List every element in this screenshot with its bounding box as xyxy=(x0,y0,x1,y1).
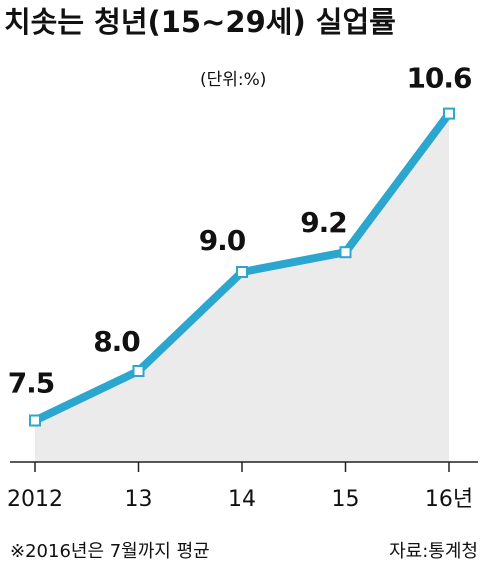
value-label: 9.0 xyxy=(199,224,246,257)
x-tick-label: 2012 xyxy=(7,487,63,512)
unit-label: (단위:%) xyxy=(200,70,266,90)
x-tick-label: 13 xyxy=(125,487,153,512)
note: ※2016년은 7월까지 평균 xyxy=(10,541,210,562)
x-tick-label: 16년 xyxy=(425,487,473,512)
area xyxy=(35,113,449,462)
marker xyxy=(443,107,455,120)
x-tick-label: 14 xyxy=(228,487,256,512)
x-tick-label: 15 xyxy=(332,487,360,512)
value-label: 9.2 xyxy=(300,206,347,239)
marker xyxy=(132,365,145,377)
marker xyxy=(236,266,248,278)
chart-title: 치솟는 청년(15~29세) 실업률 xyxy=(4,5,396,39)
plot: 7.5 2012 8.0 13 9.0 14 9.2 15 10.6 16년 xyxy=(7,62,473,512)
value-label: 10.6 xyxy=(406,62,471,95)
source: 자료:통계청 xyxy=(389,541,478,562)
value-label: 8.0 xyxy=(93,325,140,358)
marker xyxy=(339,246,352,259)
marker xyxy=(29,414,41,427)
value-label: 7.5 xyxy=(8,367,55,400)
